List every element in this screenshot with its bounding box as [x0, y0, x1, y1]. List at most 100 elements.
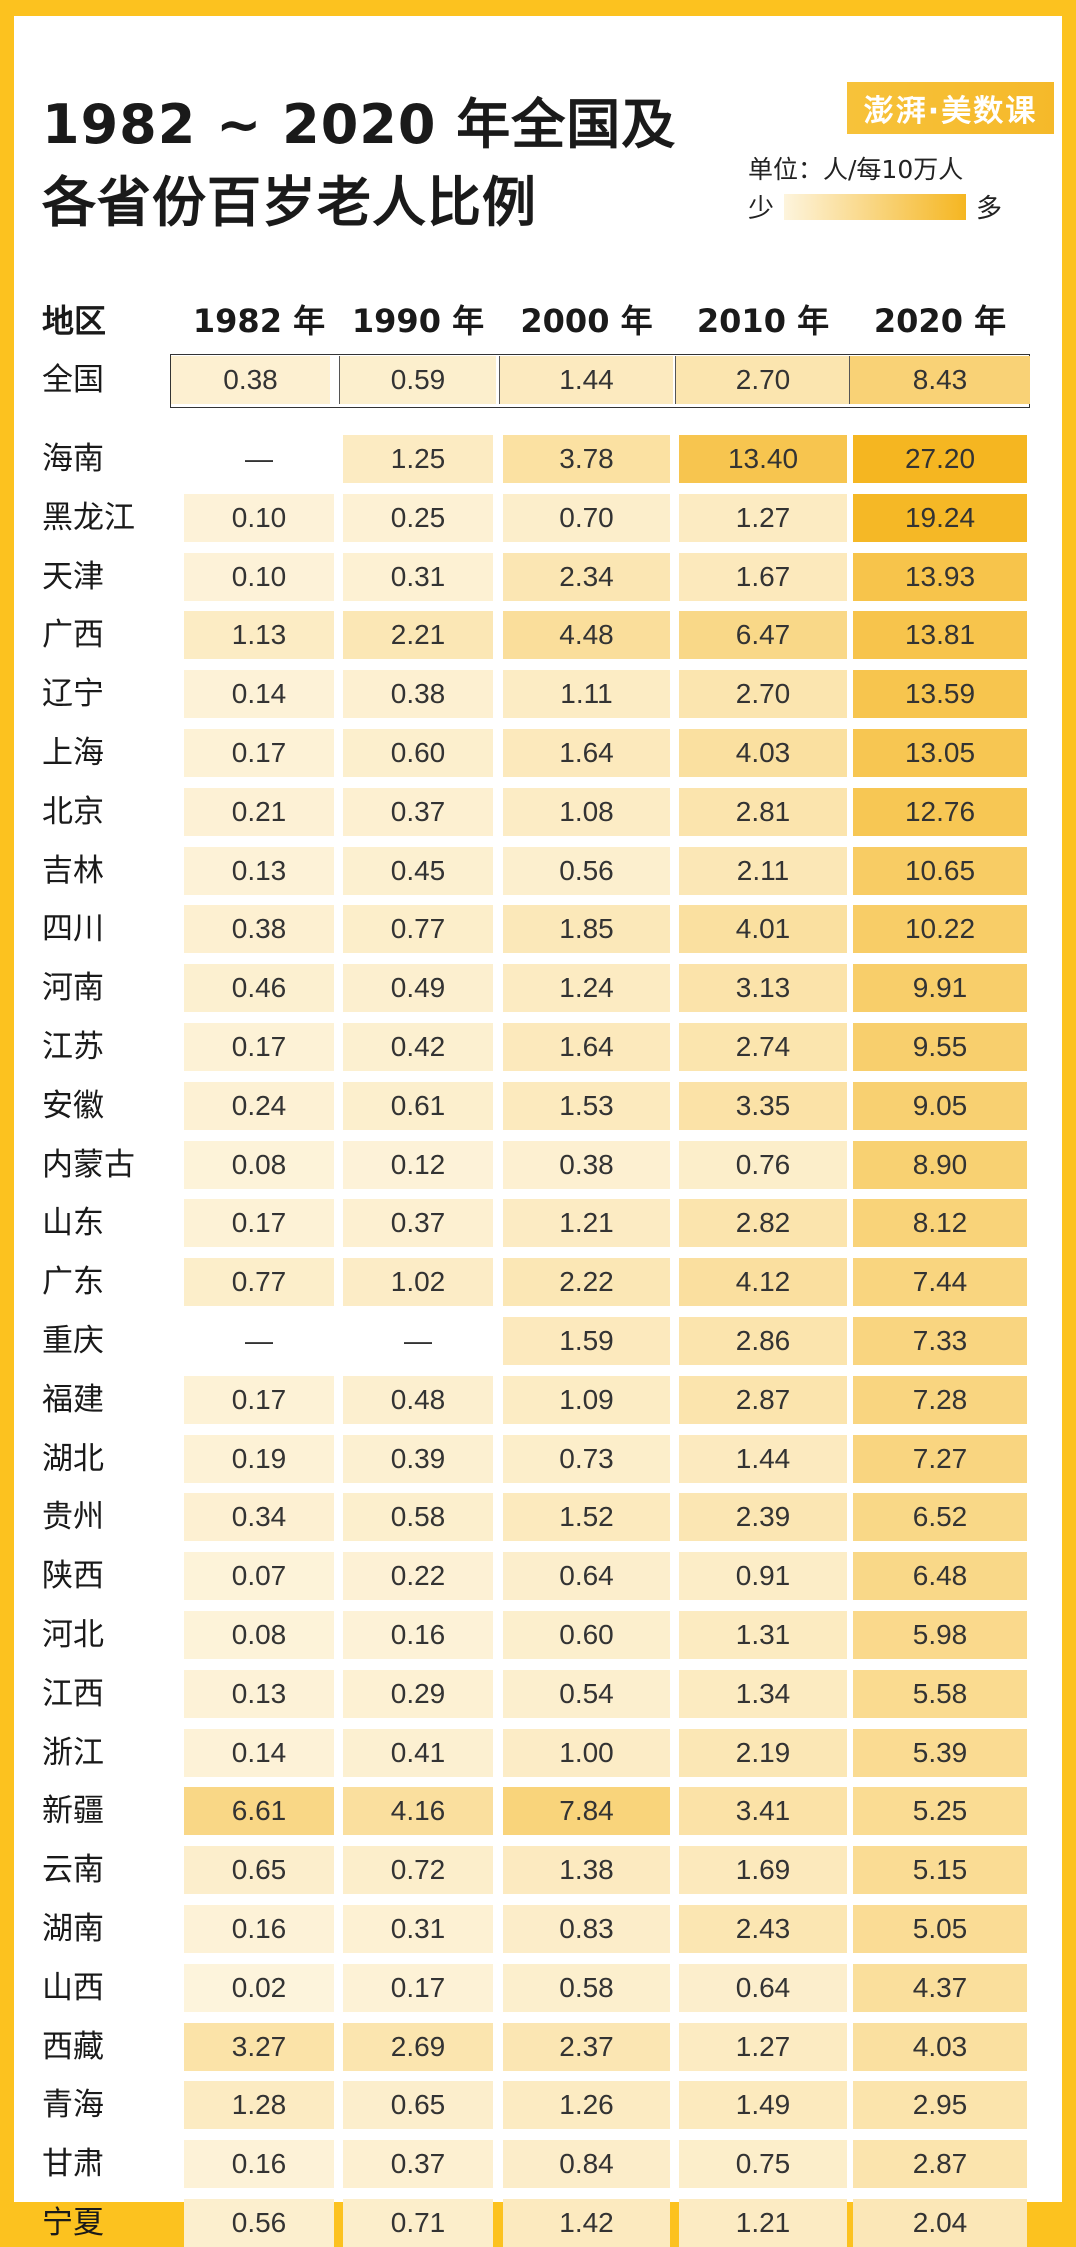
heatmap-cell: 0.42	[343, 1023, 493, 1071]
row-header: 地区	[42, 302, 107, 340]
region-label: 宁夏	[42, 2205, 104, 2241]
heatmap-cell: 4.03	[679, 729, 847, 777]
region-label: 河南	[42, 970, 104, 1007]
column-header: 1990 年	[351, 302, 485, 340]
region-label: 山东	[42, 1205, 104, 1242]
column-header: 1982 年	[192, 302, 326, 340]
national-label: 全国	[42, 362, 104, 398]
region-label: 天津	[42, 558, 104, 595]
heatmap-cell: 5.98	[853, 1611, 1027, 1659]
heatmap-cell: 0.56	[503, 846, 670, 895]
heatmap-cell: 4.03	[853, 2022, 1027, 2071]
heatmap-cell: 1.44	[679, 1434, 847, 1483]
heatmap-cell: 0.77	[343, 905, 493, 954]
heatmap-cell: 0.29	[343, 1669, 493, 1718]
color-legend: 少 多	[748, 188, 1002, 225]
heatmap-cell: 0.16	[343, 1611, 493, 1659]
heatmap-cell: 0.19	[184, 1434, 334, 1483]
unit-label: 单位：人/每10万人	[748, 155, 964, 184]
heatmap-cell: 6.52	[853, 1493, 1027, 1542]
heatmap-cell: 19.24	[853, 493, 1027, 542]
heatmap-cell: 0.08	[184, 1140, 334, 1189]
region-label: 新疆	[42, 1793, 104, 1830]
heatmap-cell: 0.58	[503, 1963, 670, 2012]
heatmap-cell: 1.49	[679, 2081, 847, 2130]
heatmap-cell: 10.22	[853, 905, 1027, 954]
national-cell: 0.59	[339, 356, 496, 404]
heatmap-cell: 2.70	[679, 670, 847, 719]
chart-title: 1982 ~ 2020 年全国及 各省份百岁老人比例	[42, 86, 676, 242]
heatmap-cell: 8.90	[853, 1140, 1027, 1189]
region-label: 浙江	[42, 1734, 104, 1771]
heatmap-cell: 0.31	[343, 552, 493, 601]
heatmap-cell: 0.16	[184, 1905, 334, 1953]
heatmap-cell: 0.64	[679, 1963, 847, 2012]
heatmap-cell: 1.64	[503, 729, 670, 777]
region-label: 甘肃	[42, 2146, 104, 2183]
heatmap-cell: 0.24	[184, 1081, 334, 1130]
heatmap-cell: 0.17	[184, 1023, 334, 1071]
heatmap-cell: 0.58	[343, 1493, 493, 1542]
heatmap-cell: 12.76	[853, 787, 1027, 836]
heatmap-cell: 5.25	[853, 1787, 1027, 1836]
region-label: 湖南	[42, 1911, 104, 1947]
heatmap-cell: 1.13	[184, 611, 334, 660]
heatmap-cell: 0.91	[679, 1552, 847, 1601]
region-label: 重庆	[42, 1323, 104, 1359]
heatmap-cell: 0.73	[503, 1434, 670, 1483]
heatmap-cell: 0.41	[343, 1728, 493, 1777]
heatmap-cell: 0.17	[184, 1375, 334, 1424]
heatmap-cell: 0.34	[184, 1493, 334, 1542]
heatmap-cell: 6.48	[853, 1552, 1027, 1601]
title-line-2: 各省份百岁老人比例	[42, 171, 537, 234]
heatmap-cell: 0.39	[343, 1434, 493, 1483]
heatmap-cell: 1.52	[503, 1493, 670, 1542]
heatmap-cell: 0.08	[184, 1611, 334, 1659]
heatmap-cell: 0.12	[343, 1140, 493, 1189]
heatmap-cell: 4.16	[343, 1787, 493, 1836]
heatmap-cell: 7.33	[853, 1317, 1027, 1365]
region-label: 北京	[42, 793, 104, 830]
heatmap-cell: 5.58	[853, 1669, 1027, 1718]
heatmap-cell: 13.40	[679, 435, 847, 483]
heatmap-cell: 2.37	[503, 2022, 670, 2071]
heatmap-cell: 2.19	[679, 1728, 847, 1777]
heatmap-cell: 27.20	[853, 435, 1027, 483]
heatmap-cell: 4.01	[679, 905, 847, 954]
heatmap-cell: 3.27	[184, 2022, 334, 2071]
heatmap-cell: 2.43	[679, 1905, 847, 1953]
heatmap-cell: 0.14	[184, 1728, 334, 1777]
heatmap-cell: 0.10	[184, 493, 334, 542]
heatmap-cell: 0.49	[343, 964, 493, 1013]
region-label: 上海	[42, 735, 104, 771]
heatmap-cell: 0.54	[503, 1669, 670, 1718]
heatmap-cell: 7.27	[853, 1434, 1027, 1483]
heatmap-cell: 0.45	[343, 846, 493, 895]
heatmap-cell: 1.42	[503, 2199, 670, 2247]
heatmap-cell: 7.84	[503, 1787, 670, 1836]
heatmap-cell: —	[404, 1325, 432, 1356]
heatmap-cell: 1.21	[679, 2199, 847, 2247]
heatmap-cell: 0.70	[503, 493, 670, 542]
heatmap-cell: 7.28	[853, 1375, 1027, 1424]
heatmap-cell: 1.25	[343, 435, 493, 483]
heatmap-cell: 0.75	[679, 2140, 847, 2189]
heatmap-cell: 0.77	[184, 1258, 334, 1307]
title-line-1: 1982 ~ 2020 年全国及	[42, 93, 677, 156]
heatmap-cell: 1.28	[184, 2081, 334, 2130]
heatmap-cell: 9.05	[853, 1081, 1027, 1130]
heatmap-cell: 0.07	[184, 1552, 334, 1601]
heatmap-cell: 1.53	[503, 1081, 670, 1130]
heatmap-cell: 0.65	[343, 2081, 493, 2130]
region-label: 青海	[42, 2087, 104, 2124]
region-label: 江苏	[42, 1029, 104, 1065]
heatmap-cell: 2.81	[679, 787, 847, 836]
heatmap-cell: 0.46	[184, 964, 334, 1013]
heatmap-cell: 1.00	[503, 1728, 670, 1777]
heatmap-cell: 0.31	[343, 1905, 493, 1953]
heatmap-cell: 4.48	[503, 611, 670, 660]
heatmap-cell: 0.13	[184, 846, 334, 895]
heatmap-cell: —	[245, 1325, 273, 1356]
legend-gradient-bar	[784, 193, 967, 220]
heatmap-cell: 2.69	[343, 2022, 493, 2071]
